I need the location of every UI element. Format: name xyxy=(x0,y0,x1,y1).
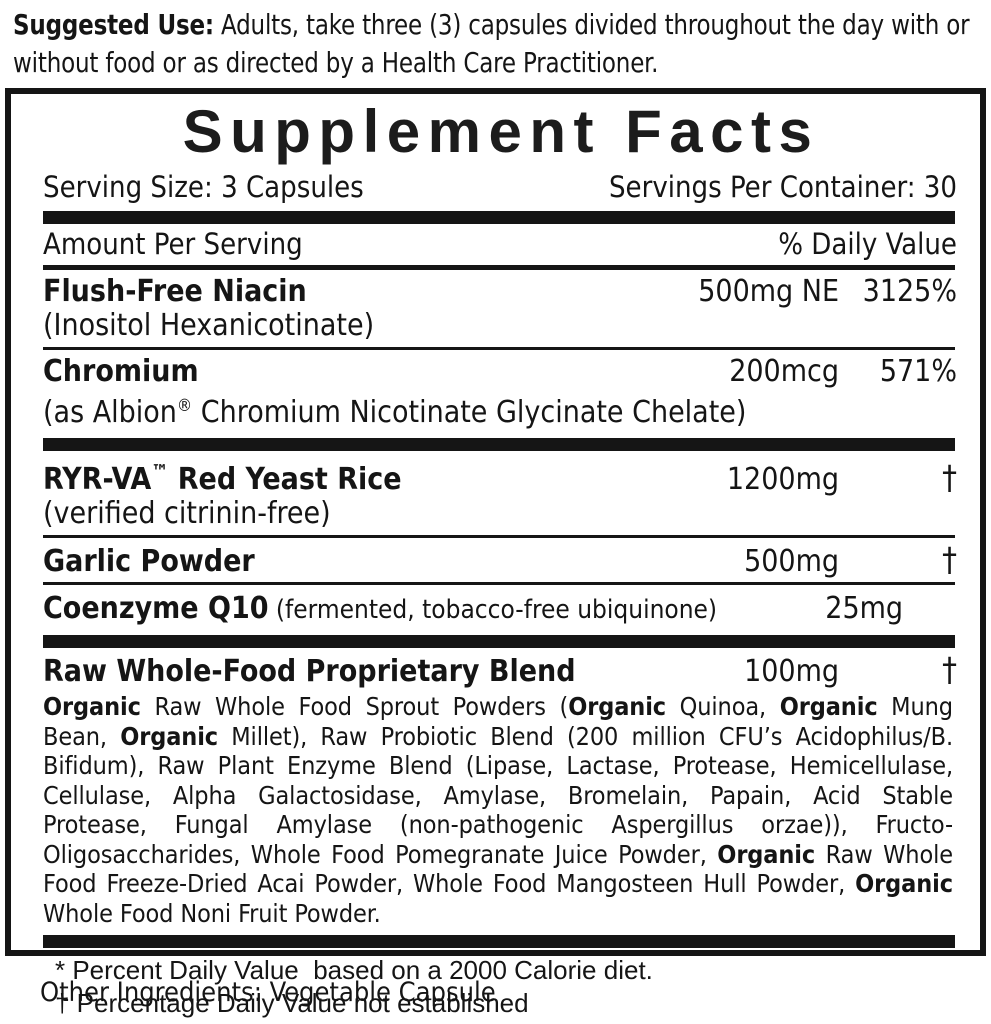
nutrient-name: Coenzyme Q10 (fermented, tobacco-free ub… xyxy=(43,591,717,628)
suggested-use-label: Suggested Use: xyxy=(13,9,214,41)
nutrient-name: Chromium xyxy=(43,354,199,389)
nutrient-name: Flush-Free Niacin xyxy=(43,274,307,309)
divider-row xyxy=(43,347,955,350)
divider-thick-blend xyxy=(43,635,955,648)
nutrient-daily-value: † xyxy=(942,458,957,497)
nutrient-subname: (verified citrinin-free) xyxy=(43,496,331,531)
nutrient-subname: (Inositol Hexanicotinate) xyxy=(43,308,375,343)
divider-thick-bottom xyxy=(43,935,955,948)
nutrient-amount: 1200mg xyxy=(726,462,839,497)
nutrient-daily-value: 3125% xyxy=(862,274,957,309)
serving-size: Serving Size: 3 Capsules xyxy=(43,170,364,204)
nutrient-row: Chromium 200mcg 571% xyxy=(41,350,961,389)
trademark-icon: ™ xyxy=(151,461,169,483)
nutrient-amount: 25mg xyxy=(825,591,904,626)
nutrient-daily-value: † xyxy=(903,589,991,624)
nutrient-amount: 200mcg xyxy=(729,354,839,389)
blend-organic-emphasis: Organic xyxy=(717,839,816,869)
nutrient-row: RYR-VA™ Red Yeast Rice 1200mg † xyxy=(41,451,961,497)
supplement-facts-panel: Supplement Facts Serving Size: 3 Capsule… xyxy=(5,88,986,1018)
suggested-use-text: Suggested Use: Adults, take three (3) ca… xyxy=(0,0,991,82)
nutrient-name-pre: RYR-VA xyxy=(43,462,152,497)
nutrient-amount: 500mg xyxy=(744,544,839,579)
blend-text: Millet), Raw Probiotic Blend (200 millio… xyxy=(43,721,953,869)
blend-organic-emphasis: Organic xyxy=(568,692,667,721)
divider-row xyxy=(43,582,955,585)
nutrient-row: Raw Whole-Food Proprietary Blend 100mg † xyxy=(41,648,961,689)
nutrient-daily-value: † xyxy=(942,650,957,689)
blend-organic-emphasis: Organic xyxy=(779,692,878,721)
blend-organic-emphasis: Organic xyxy=(855,869,953,898)
amount-per-serving-row: Amount Per Serving % Daily Value xyxy=(41,224,961,261)
blend-text: Quinoa, xyxy=(666,692,780,721)
divider-row xyxy=(43,535,955,538)
divider-under-headers xyxy=(43,265,955,270)
panel-title: Supplement Facts xyxy=(182,98,820,165)
blend-text: Whole Food Noni Fruit Powder. xyxy=(43,898,381,928)
blend-organic-emphasis: Organic xyxy=(120,721,219,751)
nutrient-name: Garlic Powder xyxy=(43,544,255,579)
daily-value-header: % Daily Value xyxy=(778,227,957,261)
blend-text: Mung Bean, xyxy=(43,692,953,751)
nutrient-amount: 100mg xyxy=(744,654,839,689)
nutrient-daily-value: † xyxy=(942,540,957,579)
registered-trademark-icon: ® xyxy=(176,396,193,416)
suggested-use-body: Adults, take three (3) capsules divided … xyxy=(13,9,970,79)
nutrient-name: RYR-VA™ Red Yeast Rice xyxy=(43,455,653,497)
nutrient-name: Raw Whole-Food Proprietary Blend xyxy=(43,654,576,689)
nutrient-row: Coenzyme Q10 (fermented, tobacco-free ub… xyxy=(41,585,961,628)
divider-thick-mid xyxy=(43,438,955,451)
nutrient-row: Garlic Powder 500mg † xyxy=(41,538,961,579)
other-ingredients: Other Ingredients: Vegetable Capsule xyxy=(40,977,496,1008)
nutrient-inline-subname: (fermented, tobacco-free ubiquinone) xyxy=(268,595,718,625)
nutrient-amount: 500mg NE xyxy=(698,274,839,309)
serving-info-row: Serving Size: 3 Capsules Servings Per Co… xyxy=(41,164,961,204)
nutrient-subname: (as Albion® Chromium Nicotinate Glycinat… xyxy=(41,389,961,431)
blend-text: Raw Whole Food Sprout Powders ( xyxy=(140,692,569,721)
amount-per-serving-header: Amount Per Serving xyxy=(43,227,303,261)
nutrient-name-main: Coenzyme Q10 xyxy=(43,591,269,626)
footnote-dagger: † Percentage Daily Value not established xyxy=(55,988,529,1018)
blend-text: Raw Whole Food Freeze-Dried Acai Powder,… xyxy=(43,839,953,899)
subname-pre: (as Albion xyxy=(43,395,177,430)
blend-organic-emphasis: Organic xyxy=(43,692,141,721)
blend-ingredients-paragraph: Organic Raw Whole Food Sprout Powders (O… xyxy=(41,689,961,928)
nutrient-name-post: Red Yeast Rice xyxy=(168,462,402,497)
servings-per-container: Servings Per Container: 30 xyxy=(608,170,957,204)
subname-post: Chromium Nicotinate Glycinate Chelate) xyxy=(192,395,747,430)
nutrient-row: Flush-Free Niacin 500mg NE 3125% xyxy=(41,270,961,309)
divider-thick-top xyxy=(43,211,955,224)
nutrient-daily-value: 571% xyxy=(879,354,957,389)
footnote-star: * Percent Daily Value based on a 2000 Ca… xyxy=(55,955,653,985)
